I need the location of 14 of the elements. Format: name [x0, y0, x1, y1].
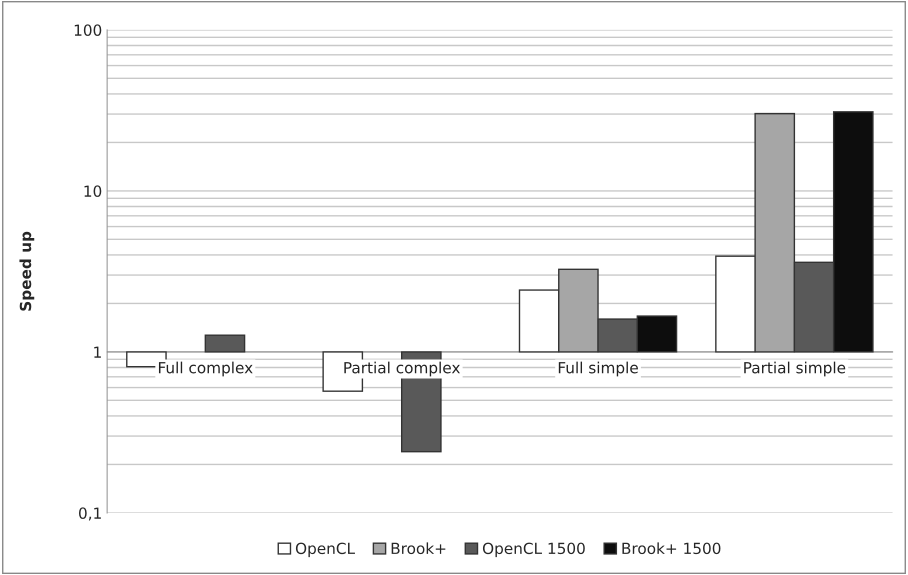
bar: [204, 334, 246, 353]
y-tick-label: 1: [94, 346, 101, 358]
legend-label: OpenCL 1500: [482, 542, 585, 558]
x-tick-label: Full complex: [158, 362, 253, 376]
y-tick-label: 0,1: [78, 507, 101, 520]
x-tick-label: Partial complex: [344, 362, 460, 376]
legend-label: Brook+: [392, 542, 446, 554]
legend-label: Brook+ 1500: [622, 542, 720, 554]
y-tick-label: 10: [84, 185, 102, 197]
x-tick-label: Partial simple: [744, 362, 846, 376]
x-tick-label: Full simple: [558, 362, 638, 376]
y-tick-label: 100: [74, 24, 102, 36]
legend-label: OpenCL: [296, 542, 355, 558]
y-axis-title: Speed up: [19, 232, 34, 311]
